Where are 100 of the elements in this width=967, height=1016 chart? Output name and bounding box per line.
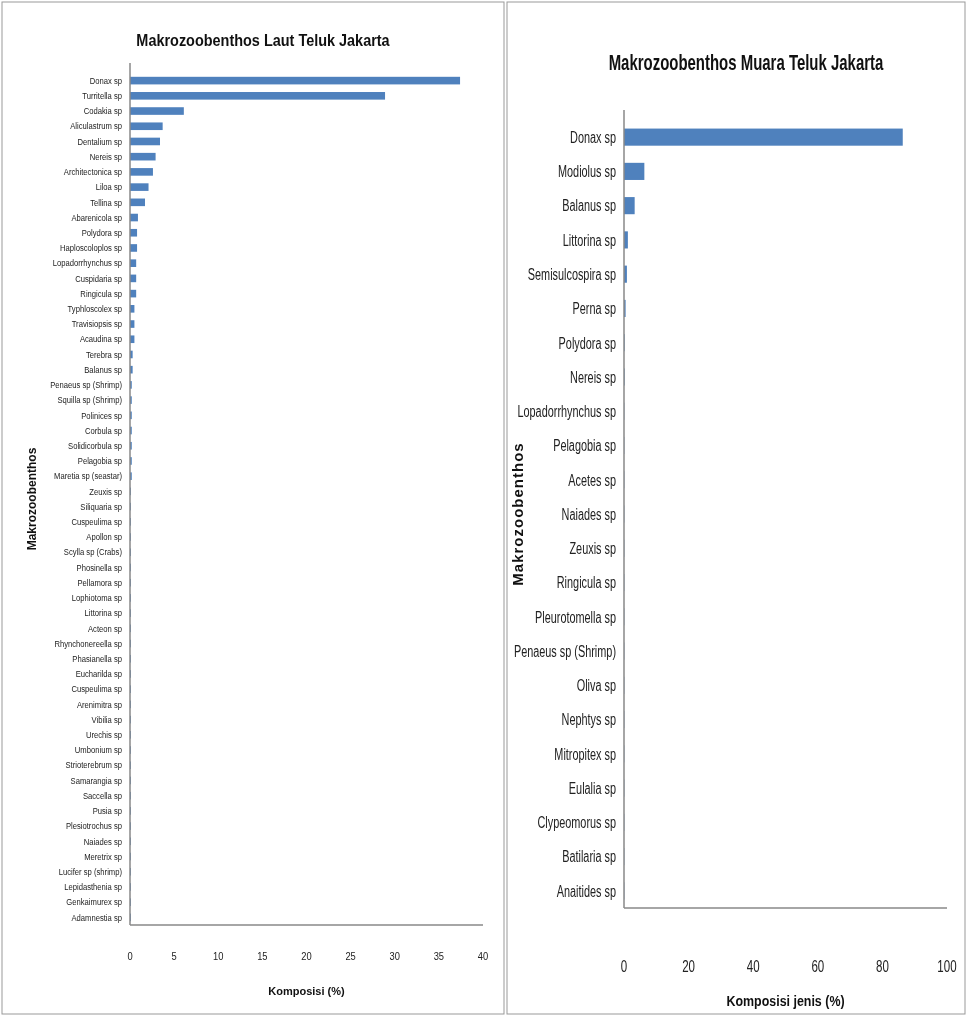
- x-tick-label: 80: [875, 956, 889, 976]
- y-tick-label: Terebra sp: [85, 349, 123, 360]
- y-tick-label: Arenimitra sp: [76, 699, 123, 710]
- y-tick-label: Littorina sp: [84, 607, 123, 619]
- y-tick-label: Squilla sp (Shrimp): [57, 394, 123, 406]
- y-tick-label: Nereis sp: [570, 368, 617, 386]
- y-tick-label: Meretrix sp: [84, 851, 123, 862]
- y-tick-label: Naiades sp: [83, 835, 123, 847]
- y-tick-label: Travisiopsis sp: [71, 318, 123, 330]
- y-tick-label: Lopadorrhynchus sp: [52, 257, 123, 269]
- y-tick-label: Oliva sp: [576, 676, 617, 695]
- y-tick-label: Vibilia sp: [91, 714, 123, 725]
- y-tick-label: Solidicorbula sp: [68, 440, 123, 452]
- y-tick-label: Modiolus sp: [557, 162, 617, 181]
- x-tick-label: 60: [811, 956, 825, 976]
- y-tick-label: Cuspeulima sp: [71, 516, 123, 528]
- y-tick-label: Liloa sp: [95, 181, 123, 193]
- y-tick-label: Anaitides sp: [556, 882, 617, 900]
- y-tick-label: Acaudina sp: [79, 333, 123, 345]
- y-tick-label: Penaeus sp (Shrimp): [513, 642, 616, 660]
- y-tick-label: Balanus sp: [84, 364, 123, 376]
- y-tick-label: Strioterebrum sp: [65, 759, 123, 771]
- y-tick-label: Siliquaria sp: [80, 501, 123, 512]
- x-tick-label: 35: [433, 950, 445, 963]
- y-tick-label: Penaeus sp (Shrimp): [50, 379, 123, 391]
- y-tick-label: Rhynchonereella sp: [54, 638, 123, 649]
- y-tick-label: Urechis sp: [85, 729, 123, 741]
- y-tick-label: Scylla sp (Crabs): [63, 546, 123, 558]
- chart-title: Makrozoobenthos Muara Teluk Jakarta: [608, 50, 884, 75]
- y-axis-title: Makrozoobenthos: [509, 442, 526, 586]
- y-tick-label: Umbonium sp: [74, 744, 123, 756]
- y-tick-label: Nereis sp: [89, 151, 123, 163]
- y-tick-label: Turritella sp: [82, 90, 123, 102]
- y-tick-label: Eulalia sp: [568, 779, 617, 797]
- y-tick-label: Mitropitex sp: [554, 745, 617, 763]
- y-tick-label: Saccella sp: [82, 790, 123, 802]
- y-tick-label: Acteon sp: [88, 622, 123, 634]
- y-tick-label: Semisulcospira sp: [527, 265, 617, 283]
- y-tick-label: Batilaria sp: [562, 847, 617, 866]
- y-tick-label: Abarenicola sp: [71, 212, 123, 223]
- x-tick-label: 40: [746, 956, 760, 976]
- y-tick-label: Dentalium sp: [77, 136, 123, 147]
- y-tick-label: Pellamora sp: [77, 577, 123, 589]
- y-tick-label: Pelagobia sp: [553, 436, 617, 455]
- y-tick-label: Cuspidaria sp: [75, 273, 123, 284]
- x-tick-label: 20: [301, 950, 312, 963]
- y-tick-label: Polydora sp: [558, 333, 617, 352]
- y-tick-label: Phasianella sp: [72, 653, 123, 665]
- y-tick-label: Naiades sp: [561, 505, 617, 523]
- x-tick-label: 25: [345, 950, 357, 963]
- y-tick-label: Balanus sp: [562, 196, 617, 215]
- y-tick-label: Lopadorrhynchus sp: [517, 402, 617, 420]
- y-tick-label: Typhloscolex sp: [67, 303, 123, 315]
- x-tick-label: 15: [257, 950, 268, 963]
- y-tick-label: Plesiotrochus sp: [65, 820, 123, 832]
- x-axis-title: Komposisi jenis (%): [726, 992, 845, 1010]
- y-tick-label: Littorina sp: [562, 231, 617, 249]
- y-tick-label: Maretia sp (seastar): [54, 470, 123, 482]
- x-tick-label: 5: [171, 950, 178, 963]
- y-tick-label: Pelagobia sp: [77, 455, 123, 467]
- y-tick-label: Tellina sp: [90, 196, 123, 208]
- x-tick-label: 0: [620, 956, 628, 976]
- x-tick-label: 20: [682, 956, 696, 976]
- y-tick-label: Donax sp: [89, 75, 123, 86]
- y-tick-label: Cuspeulima sp: [71, 683, 123, 695]
- y-tick-label: Ringicula sp: [80, 288, 123, 299]
- x-tick-label: 30: [389, 950, 401, 963]
- y-tick-label: Genkaimurex sp: [66, 896, 123, 908]
- y-tick-label: Acetes sp: [568, 470, 617, 489]
- y-tick-label: Phosinella sp: [76, 562, 123, 573]
- x-axis-title: Komposisi (%): [268, 985, 346, 997]
- y-tick-label: Architectonica sp: [63, 166, 123, 178]
- y-tick-label: Ringicula sp: [556, 573, 617, 592]
- x-tick-label: 100: [937, 956, 957, 976]
- x-tick-label: 0: [127, 950, 133, 963]
- chart-title: Makrozoobenthos Laut Teluk Jakarta: [136, 30, 390, 50]
- y-tick-label: Polydora sp: [81, 227, 123, 239]
- y-tick-label: Zeuxis sp: [569, 539, 617, 558]
- y-tick-label: Samarangia sp: [70, 775, 123, 786]
- y-tick-label: Nephtys sp: [561, 710, 617, 729]
- y-tick-label: Zeuxis sp: [89, 486, 123, 497]
- y-tick-label: Clypeomorus sp: [537, 813, 617, 832]
- y-tick-label: Aliculastrum sp: [70, 120, 123, 132]
- y-tick-label: Polinices sp: [81, 409, 123, 421]
- y-tick-label: Lophiotoma sp: [71, 592, 123, 604]
- y-tick-label: Lepidasthenia sp: [64, 881, 123, 893]
- y-tick-label: Lucifer sp (shrimp): [58, 866, 123, 878]
- y-tick-label: Pleurotomella sp: [535, 608, 617, 626]
- y-tick-label: Adamnestia sp: [71, 912, 123, 923]
- x-tick-label: 40: [477, 950, 489, 963]
- y-tick-label: Codakia sp: [83, 105, 123, 117]
- y-tick-label: Donax sp: [570, 128, 617, 146]
- y-tick-label: Corbula sp: [85, 425, 123, 436]
- x-tick-label: 10: [213, 950, 224, 963]
- y-tick-label: Haploscoloplos sp: [59, 242, 123, 254]
- y-tick-label: Perna sp: [572, 299, 617, 318]
- y-tick-label: Pusia sp: [92, 805, 123, 817]
- y-tick-label: Apollon sp: [86, 531, 123, 543]
- y-axis-title: Makrozoobenthos: [25, 447, 39, 551]
- y-tick-label: Eucharilda sp: [75, 668, 123, 680]
